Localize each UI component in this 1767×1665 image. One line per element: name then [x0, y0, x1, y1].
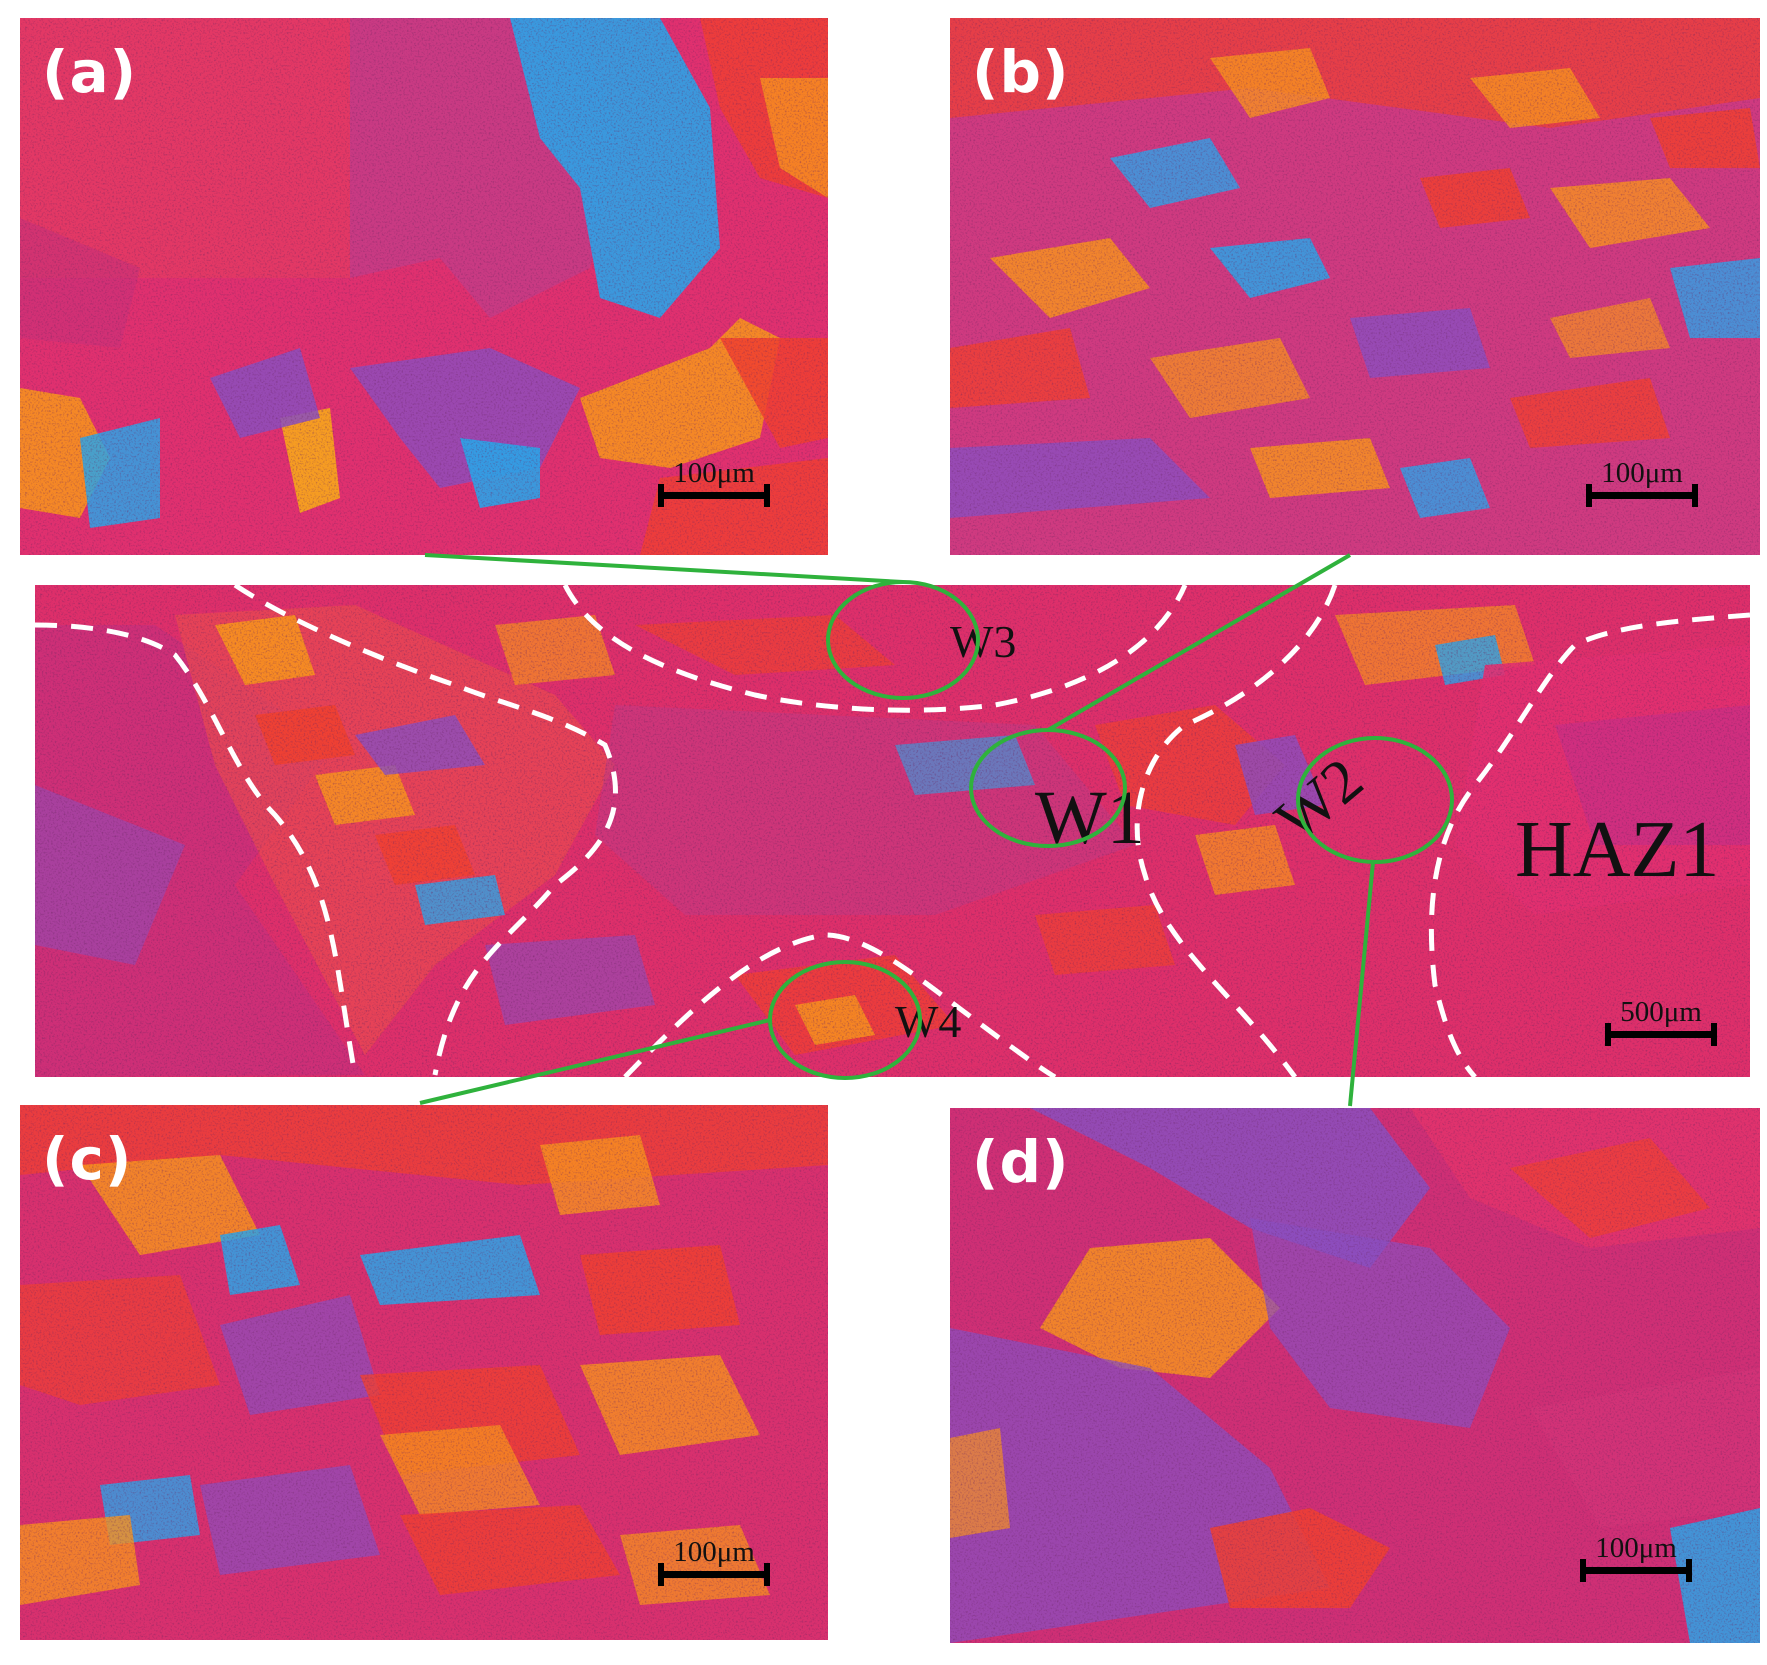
zone-label-w4: W4	[895, 996, 962, 1047]
micrograph-panel-a: (a) 100μm	[20, 18, 828, 555]
scale-line-b	[1586, 484, 1698, 507]
zone-label-w3: W3	[950, 616, 1017, 667]
scale-label-c: 100μm	[673, 1536, 755, 1568]
scale-label-main: 500μm	[1620, 996, 1702, 1028]
scale-label-d: 100μm	[1595, 1532, 1677, 1564]
scale-line-main	[1605, 1023, 1717, 1046]
scale-bar-d: 100μm	[1580, 1532, 1692, 1582]
micrograph-b-texture	[950, 18, 1760, 555]
zone-label-haz1: HAZ1	[1515, 806, 1720, 894]
panel-label-d: (d)	[972, 1128, 1070, 1196]
micrograph-d-texture	[950, 1108, 1760, 1643]
scale-line-c	[658, 1563, 770, 1586]
micrograph-panel-d: (d) 100μm	[950, 1108, 1760, 1643]
micrograph-panel-c: (c) 100μm	[20, 1105, 828, 1640]
zone-label-w1: W1	[1035, 776, 1145, 860]
micrograph-a-texture	[20, 18, 828, 555]
panel-label-c: (c)	[42, 1125, 133, 1193]
weld-cross-section: W3 W1 W2 HAZ1 W4 500μm	[35, 585, 1750, 1077]
scale-bar-c: 100μm	[658, 1536, 770, 1586]
scale-label-a: 100μm	[673, 457, 755, 489]
weld-cross-section-texture	[35, 585, 1750, 1077]
panel-label-a: (a)	[42, 38, 138, 106]
scale-bar-main: 500μm	[1605, 996, 1717, 1046]
panel-label-b: (b)	[972, 38, 1070, 106]
scale-line-a	[658, 484, 770, 507]
micrograph-panel-b: (b) 100μm	[950, 18, 1760, 555]
scale-label-b: 100μm	[1601, 457, 1683, 489]
scale-line-d	[1580, 1559, 1692, 1582]
micrograph-c-texture	[20, 1105, 828, 1640]
scale-bar-a: 100μm	[658, 457, 770, 507]
connector-line-a	[424, 553, 904, 584]
scale-bar-b: 100μm	[1586, 457, 1698, 507]
